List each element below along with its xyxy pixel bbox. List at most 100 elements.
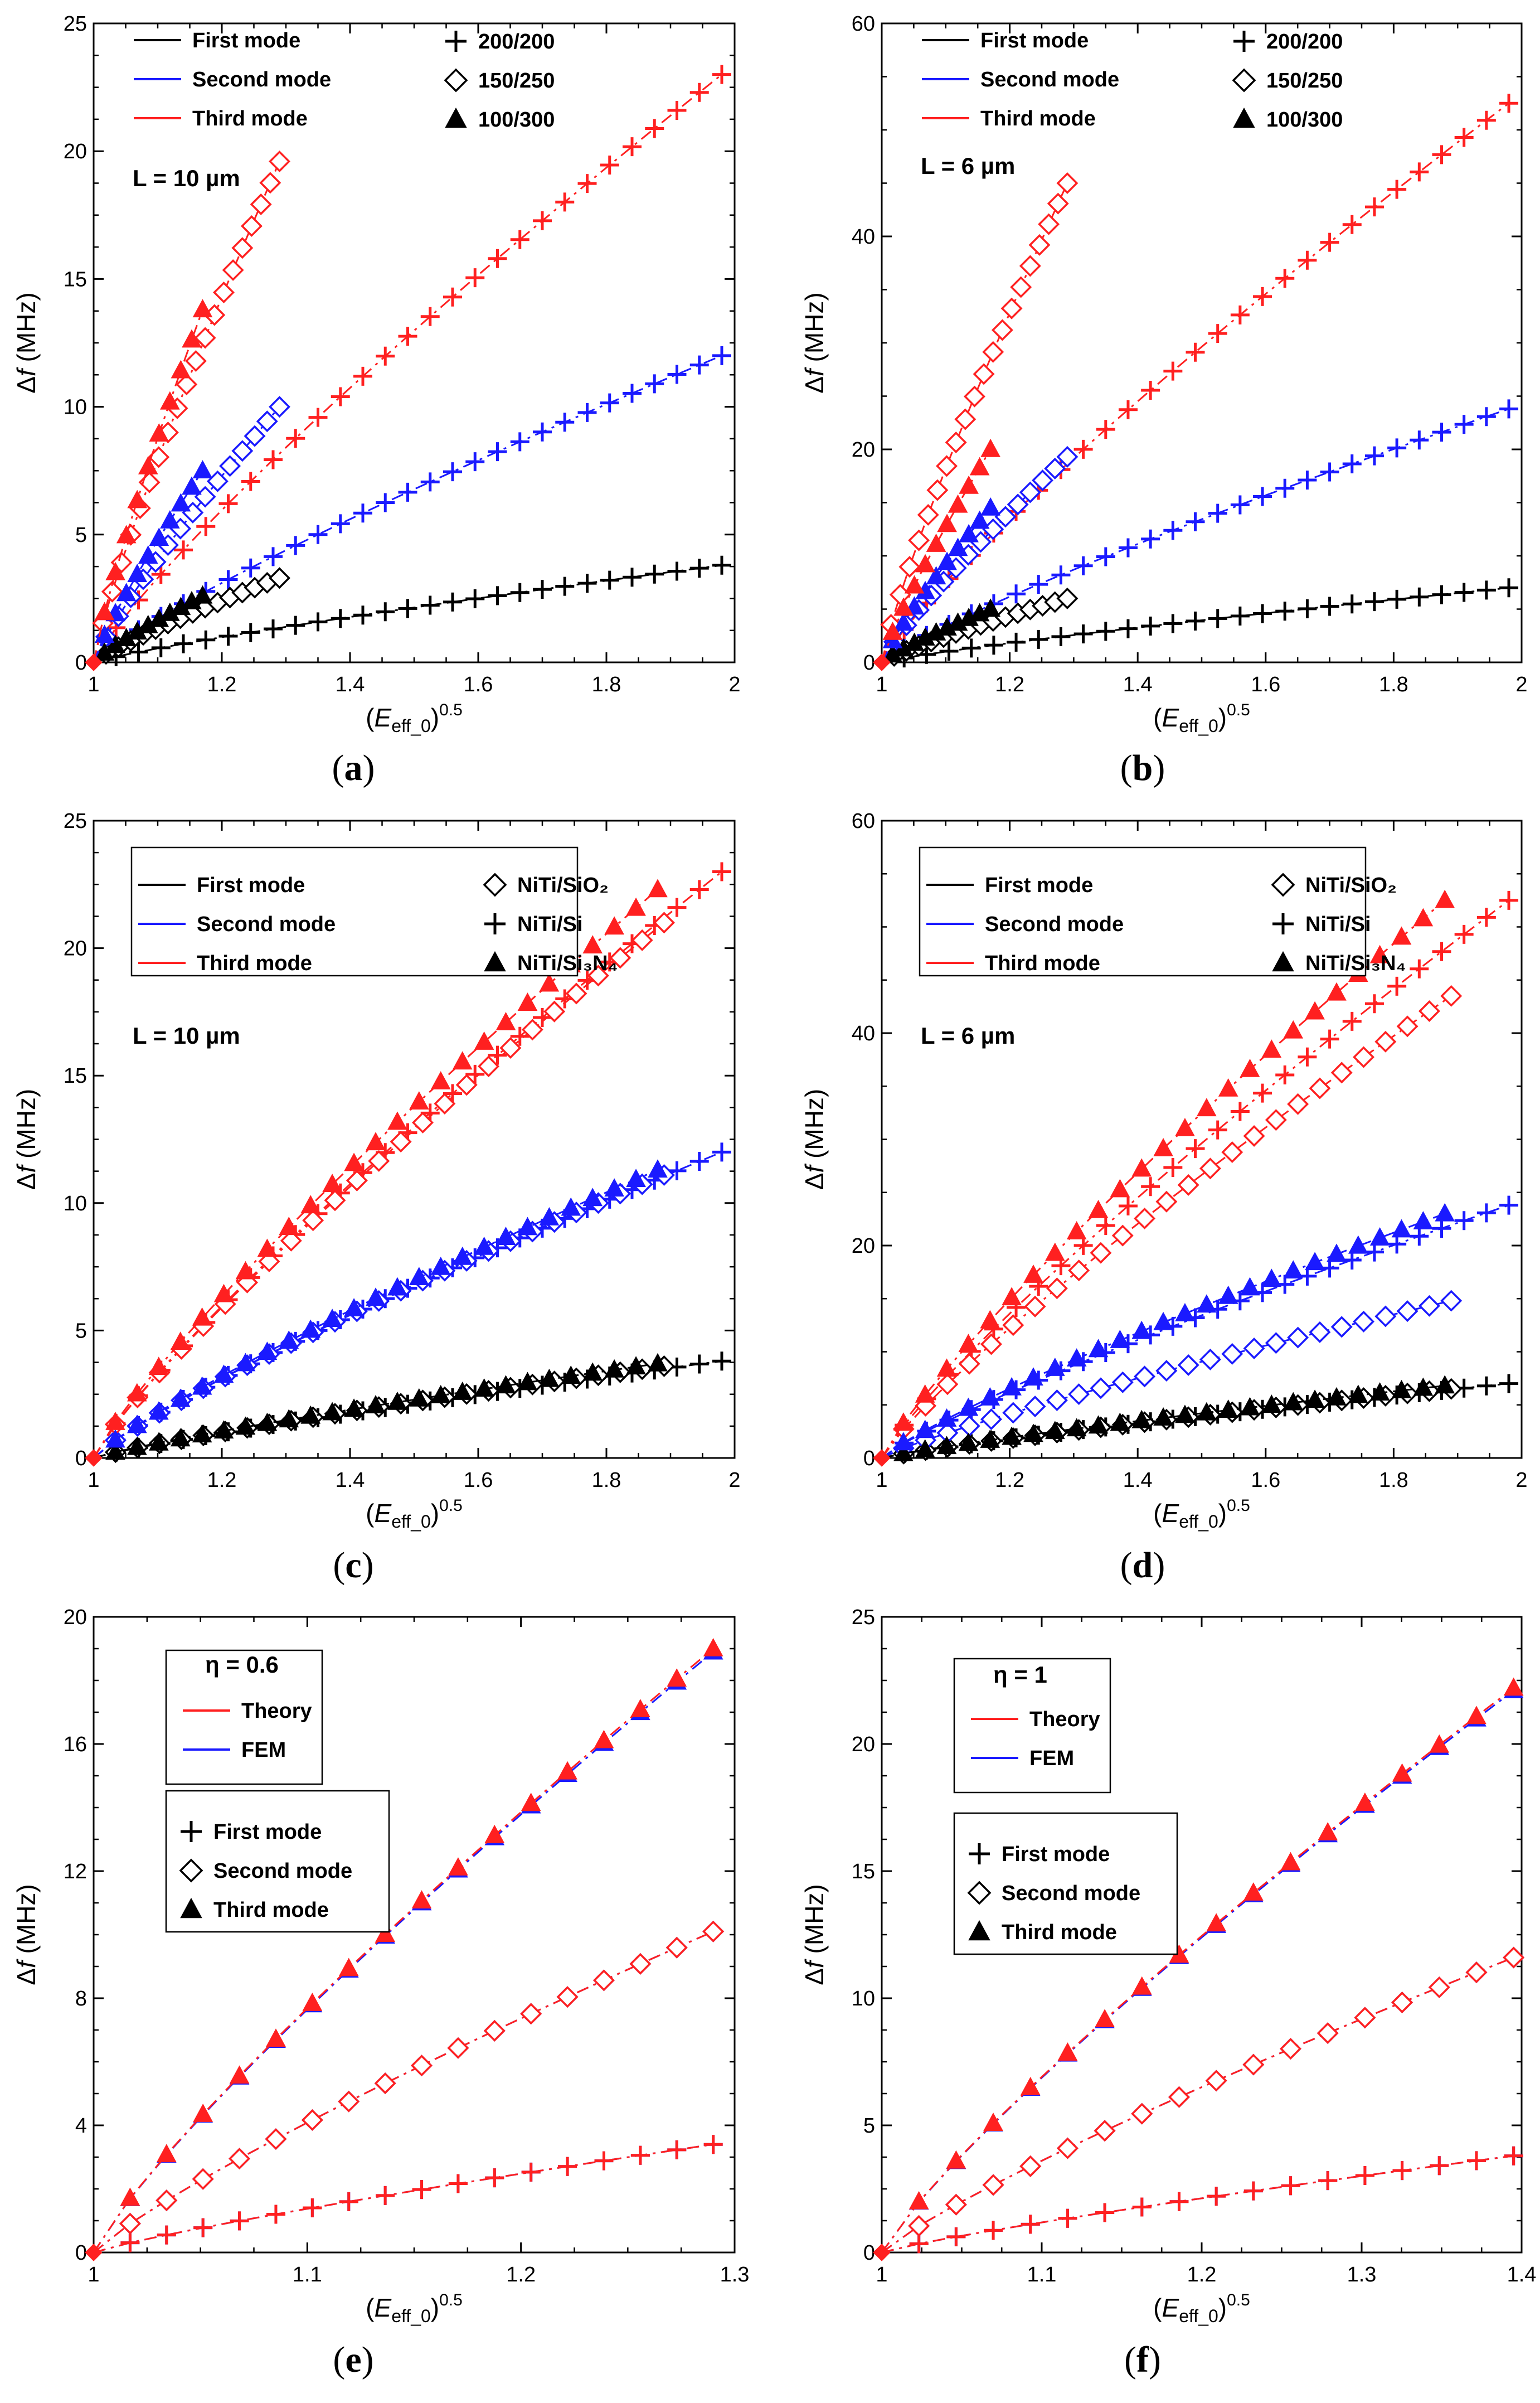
data-point — [138, 456, 158, 474]
data-point — [206, 470, 229, 492]
data-point — [1342, 1250, 1362, 1270]
data-point — [1392, 2161, 1412, 2181]
data-point — [1243, 1882, 1264, 1901]
data-point — [604, 1359, 624, 1378]
data-point — [366, 1132, 386, 1151]
data-point — [1476, 407, 1496, 427]
data-point — [1327, 982, 1347, 1001]
data-point — [1205, 2070, 1227, 2092]
data-point — [936, 1408, 957, 1427]
data-point — [120, 2187, 140, 2206]
data-point — [1096, 547, 1115, 566]
data-point — [256, 410, 278, 433]
data-point — [257, 1341, 278, 1360]
data-point — [667, 2140, 687, 2159]
data-point — [1364, 446, 1384, 466]
data-point — [174, 540, 193, 560]
data-point — [488, 1045, 507, 1065]
data-point — [120, 2233, 140, 2252]
data-point — [915, 1384, 935, 1403]
data-point — [235, 1353, 256, 1372]
data-point — [959, 475, 979, 494]
data-point — [909, 2191, 929, 2210]
data-point — [366, 1287, 386, 1306]
data-point — [1391, 1992, 1413, 2013]
data-point — [499, 1037, 522, 1059]
data-point — [1029, 629, 1048, 649]
data-point — [300, 1319, 321, 1338]
x-tick-label: 1.8 — [1379, 673, 1408, 696]
data-point — [302, 1209, 324, 1232]
x-axis-label: (Eeff_0)0.5 — [366, 2291, 463, 2326]
data-point — [1186, 342, 1205, 362]
data-point — [474, 1031, 494, 1050]
data-point — [412, 2180, 431, 2199]
data-point — [882, 621, 903, 640]
y-tick-label: 20 — [64, 937, 87, 961]
legend-line-label: Second mode — [192, 68, 331, 91]
legend-marker-label: First mode — [213, 1820, 322, 1844]
x-tick-label: 1 — [876, 2263, 887, 2286]
data-point — [222, 259, 244, 281]
y-tick-label: 25 — [64, 12, 87, 36]
y-tick-label: 10 — [64, 396, 87, 419]
data-point — [1374, 1030, 1397, 1053]
data-point — [1096, 1216, 1115, 1236]
x-tick-label: 2 — [728, 1469, 740, 1492]
data-point — [917, 503, 939, 526]
data-point — [521, 2162, 541, 2182]
data-point — [1454, 415, 1474, 434]
data-point — [1056, 2137, 1079, 2159]
data-point — [1131, 1320, 1152, 1339]
data-point — [1242, 2053, 1265, 2076]
plot-annotation: L = 10 µm — [133, 165, 240, 191]
y-tick-label: 5 — [75, 524, 87, 547]
x-tick-label: 1.6 — [464, 673, 493, 696]
data-point — [412, 1111, 434, 1133]
data-point — [1058, 2208, 1077, 2228]
data-point — [192, 2168, 214, 2190]
data-point — [1435, 889, 1455, 908]
x-tick-label: 1.2 — [207, 1469, 237, 1492]
data-point — [689, 880, 709, 899]
data-point — [1387, 1234, 1407, 1254]
data-point — [1391, 1379, 1412, 1398]
legend-marker — [1232, 68, 1256, 93]
y-axis-label: Δf (MHz) — [800, 1884, 829, 1985]
series-line — [881, 2155, 1514, 2254]
data-point — [157, 2225, 176, 2245]
data-point — [555, 192, 575, 212]
data-point — [1418, 1295, 1440, 1317]
data-point — [1186, 1139, 1205, 1159]
data-point — [1207, 2187, 1226, 2206]
y-tick-label: 5 — [75, 1319, 87, 1343]
data-point — [156, 2144, 177, 2163]
data-point — [893, 612, 914, 631]
y-tick-label: 8 — [75, 1987, 87, 2010]
data-point — [1141, 529, 1160, 549]
data-point — [213, 1283, 234, 1302]
data-point — [409, 1388, 429, 1407]
legend-line-label: Second mode — [980, 68, 1119, 91]
data-point — [1243, 1338, 1265, 1359]
x-tick-label: 1 — [876, 1469, 887, 1492]
data-point — [1046, 1277, 1068, 1300]
legend: First mode Second mode Third mode NiTi/SiO₂… — [130, 846, 618, 977]
data-point — [1007, 632, 1026, 652]
series-line — [881, 1956, 1514, 2254]
data-point — [1432, 1219, 1451, 1238]
data-point — [448, 2174, 468, 2193]
x-axis-label: (Eeff_0)0.5 — [1153, 2291, 1250, 2326]
data-point — [264, 547, 283, 566]
data-point — [984, 636, 1003, 655]
data-point — [1243, 2181, 1263, 2201]
y-tick-label: 0 — [75, 651, 87, 675]
data-point — [1309, 1077, 1331, 1099]
data-point — [1396, 1300, 1418, 1322]
x-tick-label: 1.8 — [592, 673, 621, 696]
data-point — [1387, 438, 1407, 458]
data-point — [331, 387, 350, 406]
data-point — [387, 1391, 407, 1410]
data-point — [1298, 1047, 1317, 1067]
data-point — [1253, 604, 1272, 623]
